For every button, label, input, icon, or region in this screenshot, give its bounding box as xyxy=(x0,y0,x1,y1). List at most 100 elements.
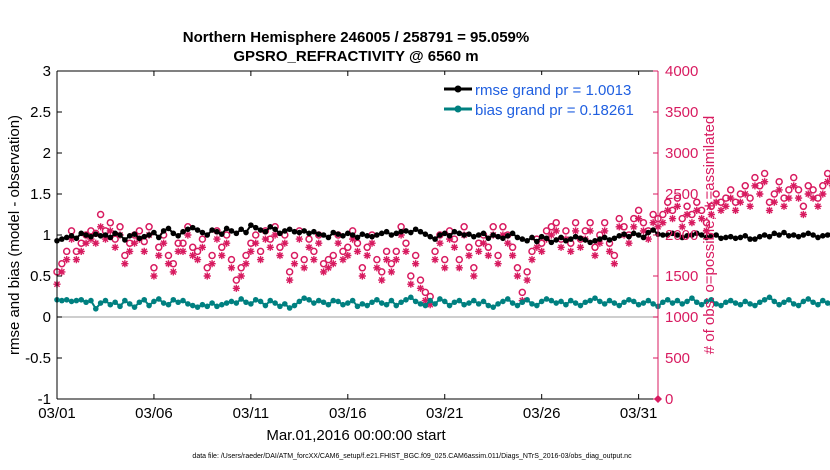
bias-point xyxy=(112,299,118,306)
obs-assimilated-point xyxy=(673,202,681,210)
bias-point xyxy=(616,302,623,309)
obs-assimilated-point xyxy=(397,231,405,239)
obs-assimilated-point xyxy=(736,198,744,206)
rmse-point xyxy=(819,233,826,239)
rmse-point xyxy=(582,237,589,243)
bias-point xyxy=(374,296,380,303)
obs-assimilated-point xyxy=(256,256,265,264)
obs-possible-point xyxy=(470,264,478,272)
x-axis-label: Mar.01,2016 00:00:00 start xyxy=(266,427,446,444)
bias-point xyxy=(209,300,215,306)
obs-possible-point xyxy=(809,186,817,194)
obs-possible-point xyxy=(276,243,284,252)
obs-possible-point xyxy=(528,247,536,256)
y2-tick-label: 0 xyxy=(665,391,673,408)
y2-tick-label: 2000 xyxy=(665,227,698,244)
rmse-point xyxy=(640,234,647,241)
obs-assimilated-point xyxy=(431,256,439,264)
obs-assimilated-point xyxy=(693,206,701,214)
rmse-point xyxy=(97,233,104,239)
obs-assimilated-point xyxy=(494,260,502,268)
obs-possible-point xyxy=(513,264,522,272)
rmse-point xyxy=(669,230,676,237)
bias-point xyxy=(824,300,830,306)
obs-assimilated-point xyxy=(373,264,381,272)
rmse-point xyxy=(185,226,191,233)
obs-possible-point xyxy=(552,218,560,227)
obs-assimilated-point xyxy=(819,190,827,198)
obs-assimilated-point xyxy=(266,243,274,251)
obs-assimilated-point xyxy=(179,247,187,255)
rmse-point xyxy=(369,233,375,240)
obs-possible-point xyxy=(547,223,556,231)
obs-possible-point xyxy=(237,264,245,272)
bias-point xyxy=(689,295,695,301)
obs-assimilated-point xyxy=(121,260,129,268)
bias-point xyxy=(432,301,438,307)
rmse-point xyxy=(412,226,419,233)
rmse-point xyxy=(267,224,274,230)
bias-point xyxy=(514,302,521,309)
bias-point xyxy=(538,298,545,305)
obs-assimilated-point xyxy=(271,231,279,239)
obs-possible-point xyxy=(116,223,124,231)
bias-point xyxy=(364,302,370,309)
obs-assimilated-point xyxy=(315,239,323,247)
obs-assimilated-point xyxy=(664,206,672,214)
rmse-point xyxy=(151,229,157,236)
obs-possible-point xyxy=(329,251,338,260)
bias-point xyxy=(786,296,792,303)
rmse-point xyxy=(349,232,356,238)
obs-possible-point xyxy=(819,182,827,190)
rmse-point xyxy=(262,228,269,235)
obs-assimilated-point xyxy=(591,251,599,260)
footer-data-file: data file: /Users/raeder/DAI/ATM_forcXX/… xyxy=(192,453,632,460)
obs-possible-point xyxy=(164,251,173,260)
obs-possible-point xyxy=(387,259,396,268)
rmse-point xyxy=(752,236,758,242)
rmse-point xyxy=(664,232,671,238)
bias-point xyxy=(204,303,211,310)
rmse-point xyxy=(311,228,317,235)
rmse-point xyxy=(102,232,109,238)
rmse-point xyxy=(485,235,492,242)
rmse-point xyxy=(567,236,574,242)
obs-possible-point xyxy=(121,251,129,260)
obs-possible-point xyxy=(310,247,318,256)
obs-assimilated-point xyxy=(363,251,371,260)
obs-assimilated-point xyxy=(160,239,168,247)
bias-point xyxy=(495,301,501,307)
bias-point xyxy=(291,302,298,309)
rmse-point xyxy=(471,233,477,240)
bias-point xyxy=(534,302,540,309)
rmse-point xyxy=(723,234,729,241)
x-tick-label: 03/21 xyxy=(426,405,464,422)
y2-axis-label: # of obs: o=possible; ∗=assimilated xyxy=(701,116,718,355)
obs-assimilated-point xyxy=(164,260,173,268)
obs-assimilated-point xyxy=(722,202,730,210)
obs-possible-point xyxy=(489,223,497,231)
obs-possible-point xyxy=(639,218,648,227)
bias-point xyxy=(311,300,317,306)
rmse-point xyxy=(393,230,400,237)
obs-possible-point xyxy=(290,251,299,260)
bias-point xyxy=(165,301,172,308)
obs-possible-point xyxy=(693,198,701,206)
obs-possible-point xyxy=(591,243,599,252)
obs-possible-point xyxy=(741,182,749,190)
rmse-point xyxy=(747,236,753,242)
rmse-point xyxy=(59,236,65,242)
obs-assimilated-point xyxy=(310,256,318,264)
rmse-point xyxy=(78,230,85,237)
obs-possible-point xyxy=(518,288,527,297)
bias-point xyxy=(340,301,346,308)
y2-zero-marker xyxy=(654,395,662,403)
bias-point xyxy=(572,300,579,306)
bias-point xyxy=(267,297,274,304)
rmse-point xyxy=(592,237,598,244)
bias-point xyxy=(238,296,244,302)
obs-assimilated-point xyxy=(218,251,226,260)
rmse-point xyxy=(693,230,700,237)
obs-possible-point xyxy=(760,169,769,178)
bias-point xyxy=(630,298,637,305)
